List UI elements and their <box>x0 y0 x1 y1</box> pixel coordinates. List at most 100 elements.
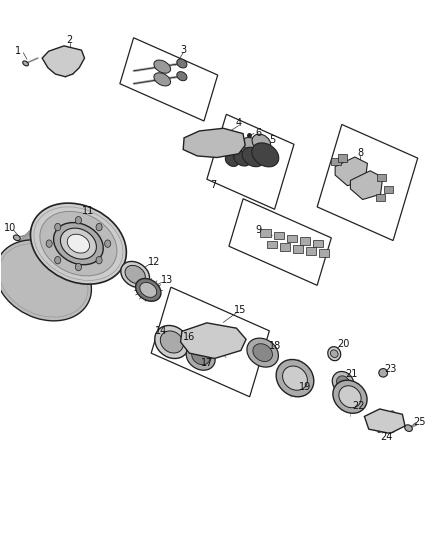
Ellipse shape <box>177 59 187 68</box>
Circle shape <box>377 427 381 433</box>
Polygon shape <box>267 241 277 248</box>
Ellipse shape <box>247 338 279 367</box>
Text: 24: 24 <box>381 432 393 442</box>
Text: 8: 8 <box>357 148 364 158</box>
Polygon shape <box>335 157 367 185</box>
Polygon shape <box>377 174 386 181</box>
Ellipse shape <box>283 366 307 390</box>
Polygon shape <box>350 171 383 199</box>
Circle shape <box>96 256 102 264</box>
Polygon shape <box>183 128 245 158</box>
Text: 22: 22 <box>353 401 365 411</box>
Text: 25: 25 <box>413 417 426 427</box>
Circle shape <box>377 411 381 416</box>
Polygon shape <box>180 323 246 359</box>
Polygon shape <box>306 247 316 255</box>
Ellipse shape <box>333 380 367 413</box>
Text: 3: 3 <box>180 45 186 55</box>
Ellipse shape <box>252 143 279 167</box>
Ellipse shape <box>201 330 228 354</box>
Ellipse shape <box>243 138 258 151</box>
Text: 4: 4 <box>236 118 242 128</box>
Circle shape <box>75 263 81 271</box>
Polygon shape <box>338 155 347 162</box>
Text: 13: 13 <box>160 276 173 285</box>
Polygon shape <box>364 409 405 433</box>
Text: 18: 18 <box>269 341 281 351</box>
Circle shape <box>55 256 61 264</box>
Polygon shape <box>261 229 271 237</box>
Ellipse shape <box>40 212 117 276</box>
Ellipse shape <box>154 60 171 73</box>
Text: 9: 9 <box>255 225 261 236</box>
Ellipse shape <box>192 349 210 365</box>
Polygon shape <box>331 158 341 165</box>
Polygon shape <box>42 46 85 77</box>
Circle shape <box>390 427 395 433</box>
Ellipse shape <box>379 368 388 377</box>
Ellipse shape <box>155 326 189 359</box>
Text: 16: 16 <box>183 332 195 342</box>
Polygon shape <box>280 243 290 251</box>
Text: 2: 2 <box>67 35 73 45</box>
Text: 14: 14 <box>155 326 167 336</box>
Ellipse shape <box>405 425 412 431</box>
Ellipse shape <box>207 335 222 349</box>
Polygon shape <box>319 249 329 257</box>
Ellipse shape <box>53 223 103 265</box>
Polygon shape <box>376 193 385 201</box>
Ellipse shape <box>225 154 239 166</box>
Polygon shape <box>293 245 303 253</box>
Ellipse shape <box>60 228 96 259</box>
Ellipse shape <box>23 61 28 66</box>
Ellipse shape <box>67 234 89 253</box>
Ellipse shape <box>330 350 338 358</box>
Polygon shape <box>313 240 323 247</box>
Text: 12: 12 <box>148 257 161 267</box>
Ellipse shape <box>177 71 187 80</box>
Circle shape <box>55 223 61 231</box>
Circle shape <box>46 240 52 247</box>
Ellipse shape <box>253 344 272 361</box>
Circle shape <box>371 419 375 424</box>
Ellipse shape <box>121 261 149 287</box>
Polygon shape <box>274 232 284 239</box>
Polygon shape <box>300 237 310 245</box>
Ellipse shape <box>242 147 264 167</box>
Ellipse shape <box>186 343 215 370</box>
Ellipse shape <box>154 73 171 86</box>
Text: 21: 21 <box>346 369 358 379</box>
Ellipse shape <box>14 235 20 240</box>
Ellipse shape <box>140 282 157 297</box>
Text: 20: 20 <box>337 339 349 349</box>
Text: 6: 6 <box>255 127 261 138</box>
Ellipse shape <box>336 376 350 389</box>
Text: 19: 19 <box>299 382 311 392</box>
Ellipse shape <box>234 151 251 166</box>
Circle shape <box>105 240 111 247</box>
Ellipse shape <box>160 331 184 353</box>
Ellipse shape <box>276 359 314 397</box>
Ellipse shape <box>328 346 341 361</box>
Polygon shape <box>287 235 297 242</box>
Ellipse shape <box>125 265 145 284</box>
Text: 23: 23 <box>384 364 396 374</box>
Circle shape <box>75 216 81 224</box>
Circle shape <box>397 419 401 424</box>
Text: 15: 15 <box>234 305 246 315</box>
Circle shape <box>96 223 102 231</box>
Ellipse shape <box>339 386 361 408</box>
Text: 17: 17 <box>201 358 213 368</box>
Ellipse shape <box>252 134 271 151</box>
Circle shape <box>390 411 395 416</box>
Polygon shape <box>384 185 393 193</box>
Text: 11: 11 <box>82 206 94 216</box>
Text: 1: 1 <box>15 46 21 55</box>
Ellipse shape <box>0 240 92 321</box>
Text: 7: 7 <box>211 180 217 190</box>
Text: 5: 5 <box>269 135 276 145</box>
Ellipse shape <box>226 143 236 152</box>
Text: 10: 10 <box>4 223 16 233</box>
Ellipse shape <box>234 140 247 151</box>
Ellipse shape <box>136 279 161 301</box>
